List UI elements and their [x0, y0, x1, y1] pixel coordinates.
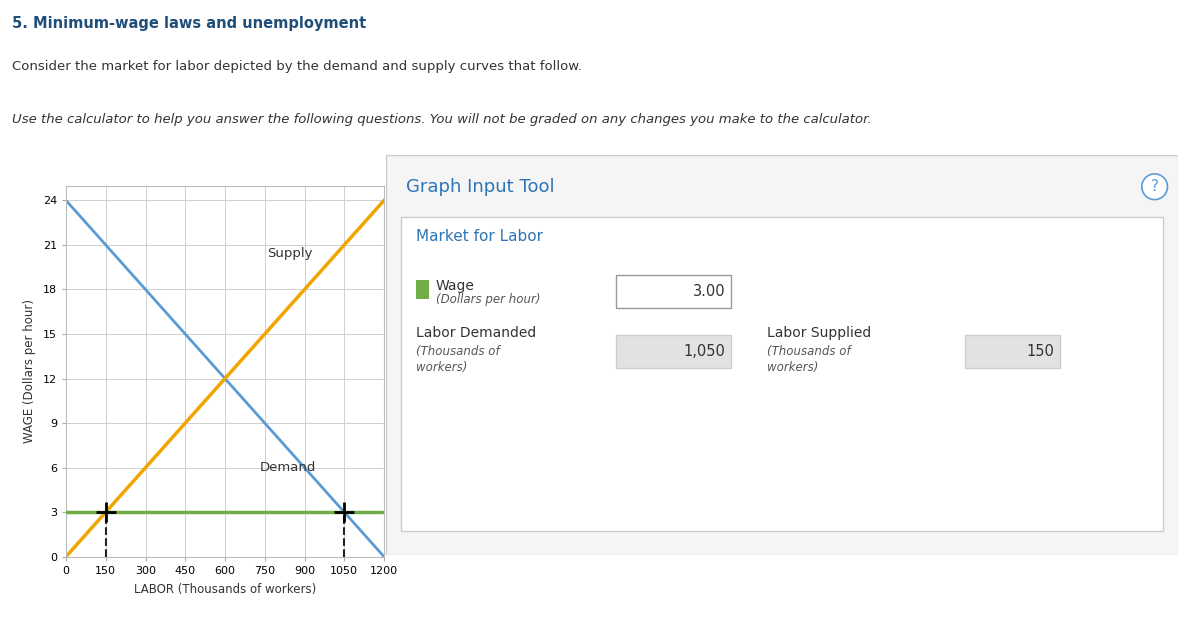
Text: Demand: Demand — [259, 460, 316, 474]
FancyBboxPatch shape — [616, 275, 731, 308]
Text: 3.00: 3.00 — [692, 284, 725, 299]
Text: 5. Minimum-wage laws and unemployment: 5. Minimum-wage laws and unemployment — [12, 16, 366, 31]
Text: Supply: Supply — [268, 247, 313, 260]
Text: Consider the market for labor depicted by the demand and supply curves that foll: Consider the market for labor depicted b… — [12, 60, 582, 73]
Text: Wage: Wage — [436, 279, 474, 293]
Text: ?: ? — [1151, 179, 1159, 194]
Text: workers): workers) — [767, 361, 818, 374]
FancyBboxPatch shape — [616, 335, 731, 367]
X-axis label: LABOR (Thousands of workers): LABOR (Thousands of workers) — [134, 582, 316, 596]
Text: Use the calculator to help you answer the following questions. You will not be g: Use the calculator to help you answer th… — [12, 113, 871, 126]
FancyBboxPatch shape — [965, 335, 1060, 367]
Text: 1,050: 1,050 — [684, 343, 725, 359]
Text: Labor Supplied: Labor Supplied — [767, 326, 871, 340]
Bar — [416, 279, 430, 299]
Text: Graph Input Tool: Graph Input Tool — [407, 178, 554, 196]
Text: Market for Labor: Market for Labor — [416, 229, 544, 244]
Text: (Dollars per hour): (Dollars per hour) — [436, 293, 540, 306]
Text: (Thousands of: (Thousands of — [767, 345, 850, 358]
Text: Labor Demanded: Labor Demanded — [416, 326, 536, 340]
Y-axis label: WAGE (Dollars per hour): WAGE (Dollars per hour) — [23, 299, 36, 443]
Text: workers): workers) — [416, 361, 468, 374]
Text: (Thousands of: (Thousands of — [416, 345, 500, 358]
Text: 150: 150 — [1026, 343, 1054, 359]
FancyBboxPatch shape — [401, 217, 1163, 531]
